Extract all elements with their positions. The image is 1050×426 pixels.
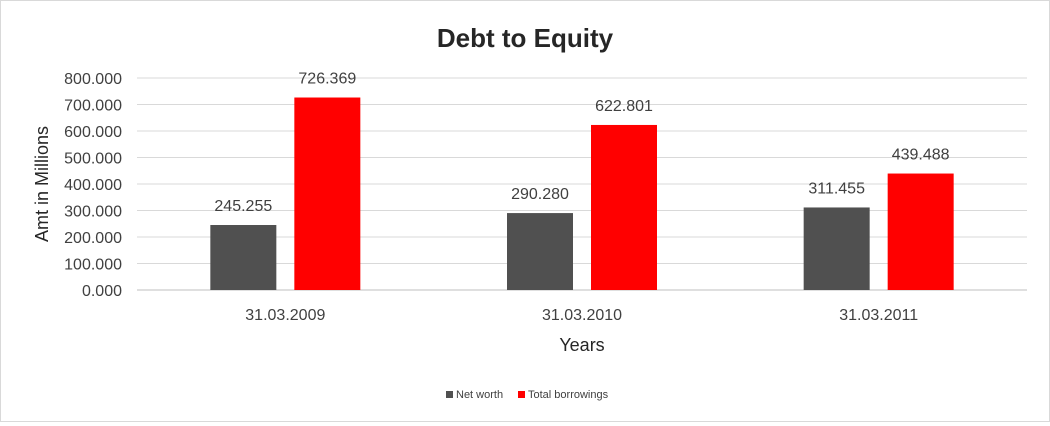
data-label: 290.280 xyxy=(511,186,569,203)
x-category-label: 31.03.2009 xyxy=(245,307,325,324)
bar-total-borrowings xyxy=(294,97,361,291)
x-category-label: 31.03.2011 xyxy=(839,307,918,324)
y-tick-label: 600.000 xyxy=(64,124,122,141)
y-tick-label: 300.000 xyxy=(64,204,122,221)
x-axis-title: Years xyxy=(559,335,604,355)
gridlines xyxy=(137,77,1027,291)
y-tick-label: 100.000 xyxy=(64,257,122,274)
y-tick-label: 400.000 xyxy=(64,177,122,194)
data-label: 311.455 xyxy=(808,180,865,197)
x-category-labels: 31.03.2009 31.03.2010 31.03.2011 xyxy=(245,307,918,324)
y-tick-label: 800.000 xyxy=(64,71,122,88)
y-tick-label: 500.000 xyxy=(64,151,122,168)
bar-net-worth xyxy=(507,213,573,290)
legend-swatch xyxy=(518,391,525,398)
bar-net-worth xyxy=(803,207,870,290)
data-label: 439.488 xyxy=(892,147,950,164)
bars xyxy=(210,97,954,291)
bar-total-borrowings xyxy=(591,124,657,290)
legend-label: Total borrowings xyxy=(528,389,609,401)
legend-swatch xyxy=(446,391,453,398)
data-label: 245.255 xyxy=(214,198,272,215)
legend: Net worth Total borrowings xyxy=(446,389,609,401)
y-tick-label: 200.000 xyxy=(64,230,122,247)
bar-net-worth xyxy=(210,225,277,290)
legend-label: Net worth xyxy=(456,389,503,401)
data-label: 622.801 xyxy=(595,98,653,115)
chart-title: Debt to Equity xyxy=(437,23,614,53)
y-axis-title: Amt in Millions xyxy=(32,126,52,242)
data-labels: 245.255 726.369 290.280 622.801 311.455 439.4… xyxy=(214,71,949,215)
y-tick-labels: 0.000 100.000 200.000 300.000 400.000 500.000… xyxy=(64,71,122,300)
y-tick-label: 700.000 xyxy=(64,98,122,115)
bar-total-borrowings xyxy=(887,173,954,290)
data-label: 726.369 xyxy=(298,71,356,88)
y-tick-label: 0.000 xyxy=(82,283,122,300)
x-category-label: 31.03.2010 xyxy=(542,307,622,324)
